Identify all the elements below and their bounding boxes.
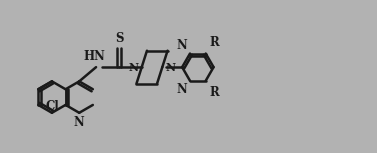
Text: N: N xyxy=(166,62,176,73)
Text: N: N xyxy=(128,62,138,73)
Text: N: N xyxy=(177,83,187,96)
Text: S: S xyxy=(115,32,124,45)
Text: R: R xyxy=(210,86,219,99)
Text: N: N xyxy=(74,116,84,129)
Text: HN: HN xyxy=(84,50,106,63)
Text: R: R xyxy=(210,36,219,49)
Text: Cl: Cl xyxy=(46,100,60,113)
Text: N: N xyxy=(177,39,187,52)
